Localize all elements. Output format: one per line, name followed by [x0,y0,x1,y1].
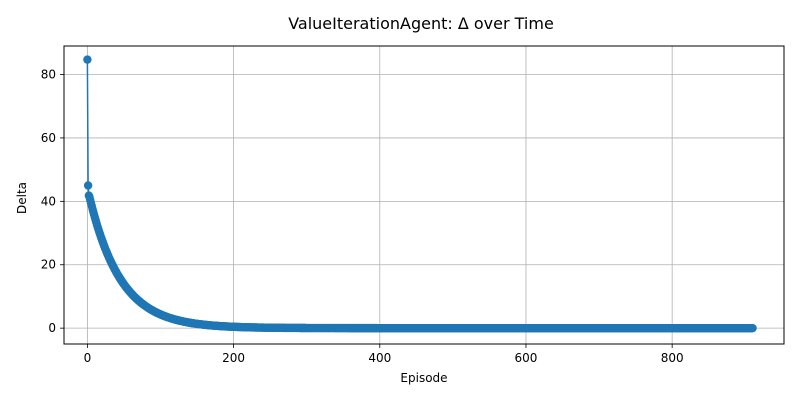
y-tick-label: 40 [41,194,56,208]
y-tick-label: 20 [41,258,56,272]
series-points [83,55,757,333]
y-axis-ticks: 0 20 40 60 80 [41,68,64,335]
x-tick-label: 200 [222,351,245,365]
y-axis-label: Delta [15,182,29,214]
data-point [83,55,92,64]
data-point [748,323,757,333]
chart-title: ValueIterationAgent: Δ over Time [288,14,554,33]
y-tick-label: 0 [48,321,56,335]
x-tick-label: 800 [661,351,684,365]
y-tick-label: 60 [41,131,56,145]
plot-frame [63,45,785,345]
x-tick-label: 0 [84,351,92,365]
y-tick-label: 80 [41,68,56,82]
x-axis-label: Episode [400,371,447,385]
series-layer [83,55,757,333]
x-axis-ticks: 0 200 400 600 800 [84,344,684,365]
data-point [83,181,93,190]
x-tick-label: 400 [368,351,391,365]
x-tick-label: 600 [515,351,538,365]
